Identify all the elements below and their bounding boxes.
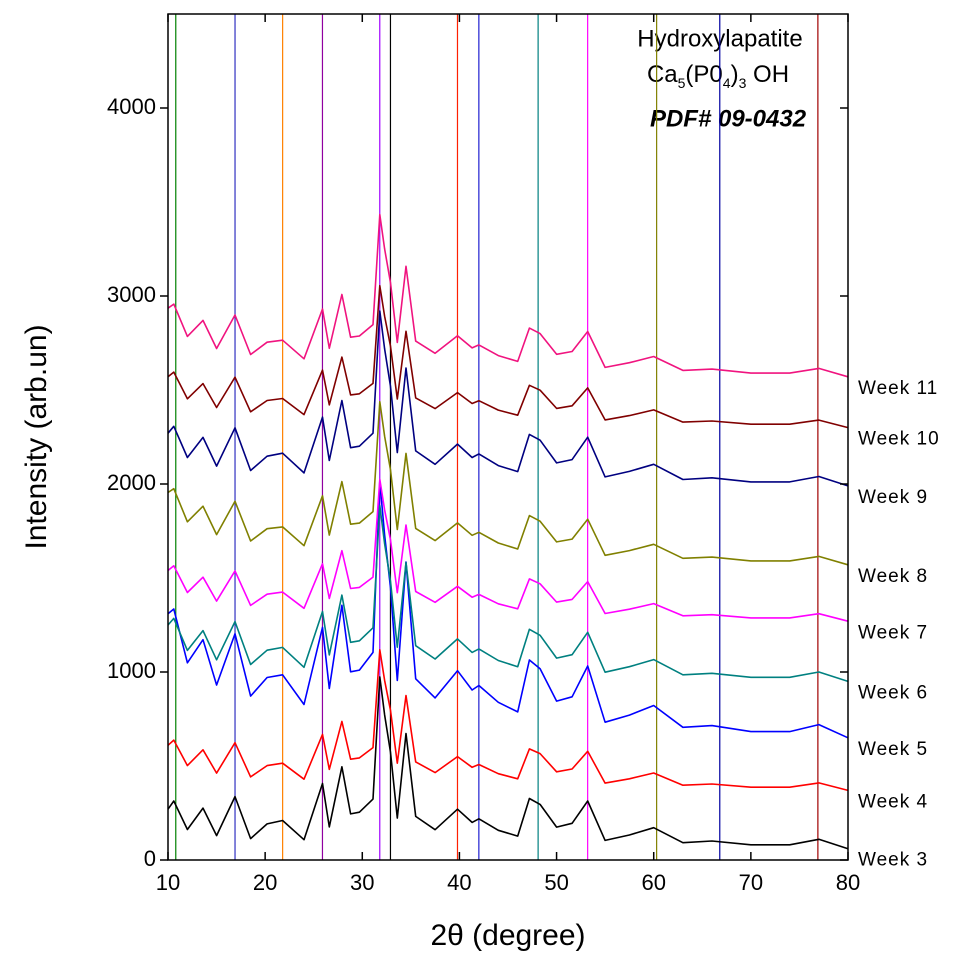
x-tick-label: 20 <box>253 870 277 895</box>
formula-subscript: 4 <box>723 75 731 91</box>
formula-part: (P0 <box>685 61 722 88</box>
series-label: Week 7 <box>858 622 928 643</box>
x-tick-label: 60 <box>641 870 665 895</box>
series-label: Week 10 <box>858 429 940 450</box>
series-label: Week 9 <box>858 487 928 508</box>
series-label: Week 4 <box>858 791 928 812</box>
y-tick-label: 2000 <box>107 470 156 495</box>
series-line <box>167 213 849 378</box>
y-tick-label: 3000 <box>107 282 156 307</box>
series-line <box>167 649 849 792</box>
series-label: Week 5 <box>858 739 928 760</box>
series-label: Week 11 <box>858 378 938 399</box>
x-tick-label: 10 <box>156 870 180 895</box>
series-label: Week 6 <box>858 682 928 703</box>
series-line <box>167 676 849 850</box>
x-axis-title: 2θ (degree) <box>430 919 585 952</box>
y-tick-label: 0 <box>144 846 156 871</box>
series-line <box>167 478 849 622</box>
y-tick-label: 1000 <box>107 658 156 683</box>
series-line <box>167 284 849 429</box>
formula-subscript: 5 <box>678 75 686 91</box>
series-line <box>167 400 849 566</box>
x-tick-label: 30 <box>350 870 374 895</box>
formula-subscript: 3 <box>739 75 747 91</box>
x-tick-label: 50 <box>544 870 568 895</box>
x-tick-label: 40 <box>447 870 471 895</box>
y-axis-title: Intensity (arb.un) <box>20 324 53 549</box>
annotation-pdf: PDF# 09-0432 <box>650 105 807 132</box>
formula-part: Ca <box>647 61 678 88</box>
series-line <box>167 480 849 739</box>
formula-part: ) <box>731 61 739 88</box>
x-tick-label: 70 <box>739 870 763 895</box>
series-line <box>167 310 849 487</box>
series-label: Week 3 <box>858 850 928 871</box>
formula-part: OH <box>746 61 789 88</box>
series-line <box>167 504 849 683</box>
series-label: Week 8 <box>858 566 928 587</box>
x-tick-label: 80 <box>836 870 860 895</box>
plot-frame <box>167 13 849 861</box>
annotation-formula: Ca5(P04)3 OH <box>647 61 789 90</box>
y-tick-label: 4000 <box>107 94 156 119</box>
